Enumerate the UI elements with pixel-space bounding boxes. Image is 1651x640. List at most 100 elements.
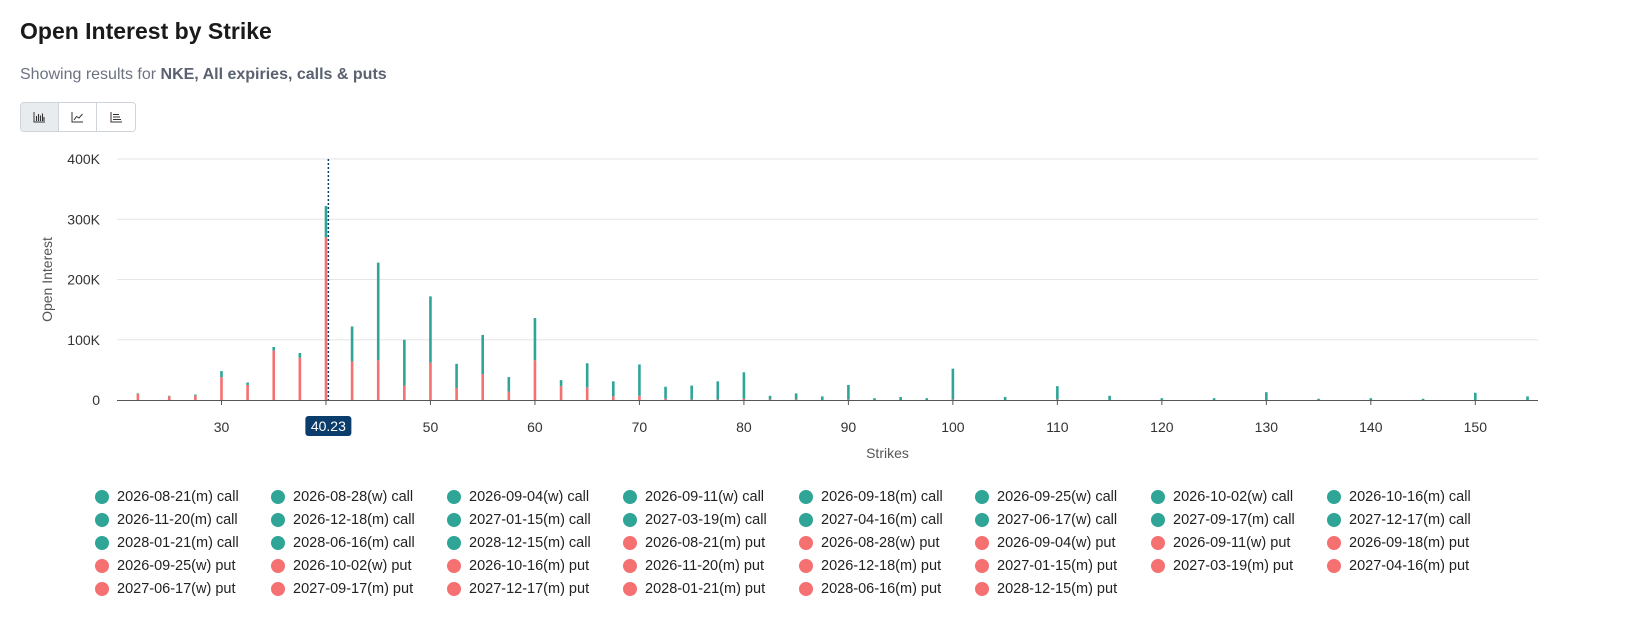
bar-call: [873, 398, 876, 400]
legend-item[interactable]: 2027-12-17(m) call: [1327, 511, 1503, 529]
legend-label: 2027-12-17(m) call: [1349, 512, 1471, 528]
legend-item[interactable]: 2028-01-21(m) put: [623, 580, 799, 598]
legend-item[interactable]: 2027-03-19(m) put: [1151, 557, 1327, 575]
bar-put: [376, 360, 380, 400]
scatter-chart-button[interactable]: [97, 103, 135, 131]
legend-item[interactable]: 2027-01-15(m) put: [975, 557, 1151, 575]
legend-item[interactable]: 2028-06-16(m) call: [271, 534, 447, 552]
legend-marker: [799, 582, 813, 596]
line-chart-button[interactable]: [59, 103, 97, 131]
legend-marker: [271, 559, 285, 573]
legend-item[interactable]: 2027-09-17(m) put: [271, 580, 447, 598]
legend-item[interactable]: 2028-06-16(m) put: [799, 580, 975, 598]
bar-call: [820, 396, 824, 400]
bar-put: [403, 385, 406, 400]
scatter-chart-icon: [110, 112, 122, 123]
current-price-badge: [305, 416, 352, 436]
legend-item[interactable]: 2026-08-28(w) call: [271, 488, 447, 506]
bar-put: [481, 374, 484, 400]
bar-call: [847, 384, 850, 400]
legend-item[interactable]: 2026-10-16(m) call: [1327, 488, 1503, 506]
legend-item[interactable]: 2026-09-18(m) put: [1327, 534, 1503, 552]
y-tick-label: 200K: [67, 272, 100, 288]
legend-label: 2026-08-21(m) put: [645, 535, 766, 551]
legend-label: 2027-01-15(m) put: [997, 558, 1118, 574]
chart-type-toggle: [20, 102, 136, 132]
legend-item[interactable]: 2026-09-25(w) put: [95, 557, 271, 575]
legend-item[interactable]: 2026-12-18(m) call: [271, 511, 447, 529]
legend-item[interactable]: 2027-06-17(w) call: [975, 511, 1151, 529]
legend-marker: [623, 513, 637, 527]
legend-item[interactable]: 2026-09-04(w) call: [447, 488, 623, 506]
legend-item[interactable]: 2026-09-04(w) put: [975, 534, 1151, 552]
legend-item[interactable]: 2027-03-19(m) call: [623, 511, 799, 529]
bar-call: [1003, 396, 1007, 400]
legend-label: 2027-03-19(m) put: [1173, 558, 1294, 574]
x-tick-label: 30: [214, 419, 230, 435]
legend-marker: [1151, 513, 1165, 527]
legend-item[interactable]: 2026-11-20(m) put: [623, 557, 799, 575]
legend-item[interactable]: 2027-01-15(m) call: [447, 511, 623, 529]
bar-chart-button[interactable]: [21, 103, 59, 131]
legend-item[interactable]: 2026-11-20(m) call: [95, 511, 271, 529]
bar-call: [742, 372, 746, 399]
legend-item[interactable]: 2028-01-21(m) call: [95, 534, 271, 552]
legend-marker: [447, 513, 461, 527]
legend-item[interactable]: 2027-04-16(m) call: [799, 511, 975, 529]
legend-item[interactable]: 2026-08-28(w) put: [799, 534, 975, 552]
bar-put: [847, 399, 850, 400]
bar-call: [664, 386, 667, 399]
legend-marker: [95, 582, 109, 596]
bar-call: [638, 364, 641, 396]
legend-item[interactable]: 2026-09-18(m) call: [799, 488, 975, 506]
subtitle-prefix: Showing results for: [20, 66, 157, 83]
legend-item[interactable]: 2026-10-16(m) put: [447, 557, 623, 575]
legend-label: 2026-11-20(m) call: [117, 512, 238, 528]
open-interest-chart: 0100K200K300K400K30405060708090100110120…: [39, 151, 1538, 461]
legend-label: 2026-10-16(m) call: [1349, 489, 1471, 505]
legend-item[interactable]: 2027-06-17(w) put: [95, 580, 271, 598]
legend-label: 2026-10-02(w) put: [293, 558, 412, 574]
x-tick-label: 60: [527, 419, 543, 435]
y-tick-label: 300K: [67, 211, 100, 227]
x-tick-label: 100: [941, 419, 965, 435]
x-tick-label: 130: [1255, 419, 1279, 435]
legend-marker: [799, 559, 813, 573]
legend-marker: [623, 490, 637, 504]
legend-item[interactable]: 2026-09-11(w) put: [1151, 534, 1327, 552]
legend-item[interactable]: 2026-08-21(m) call: [95, 488, 271, 506]
bar-call: [167, 395, 171, 397]
legend-label: 2027-03-19(m) call: [645, 512, 767, 528]
legend-marker: [447, 536, 461, 550]
legend-item[interactable]: 2026-09-11(w) call: [623, 488, 799, 506]
bar-call: [1369, 398, 1373, 400]
legend-label: 2026-09-11(w) put: [1173, 535, 1291, 551]
legend-label: 2028-01-21(m) call: [117, 535, 239, 551]
legend-item[interactable]: 2026-08-21(m) put: [623, 534, 799, 552]
legend-item[interactable]: 2026-09-25(w) call: [975, 488, 1151, 506]
bar-call: [507, 377, 511, 392]
legend-item[interactable]: 2028-12-15(m) put: [975, 580, 1151, 598]
legend-marker: [623, 536, 637, 550]
bar-call: [324, 205, 328, 238]
bar-call: [1212, 398, 1216, 400]
legend-item[interactable]: 2027-04-16(m) put: [1327, 557, 1503, 575]
bar-put: [167, 396, 171, 400]
legend-item[interactable]: 2026-12-18(m) put: [799, 557, 975, 575]
legend-item[interactable]: 2026-10-02(w) put: [271, 557, 447, 575]
current-price-label: 40.23: [311, 418, 346, 434]
legend-item[interactable]: 2027-12-17(m) put: [447, 580, 623, 598]
legend-marker: [799, 513, 813, 527]
legend-marker: [975, 536, 989, 550]
legend-marker: [1151, 490, 1165, 504]
legend-item[interactable]: 2028-12-15(m) call: [447, 534, 623, 552]
legend-item[interactable]: 2027-09-17(m) call: [1151, 511, 1327, 529]
legend-marker: [975, 559, 989, 573]
legend-marker: [1327, 513, 1341, 527]
y-tick-label: 100K: [67, 332, 100, 348]
bar-put: [507, 391, 511, 400]
legend-label: 2027-09-17(m) put: [293, 581, 414, 597]
bar-call: [136, 393, 140, 394]
legend-item[interactable]: 2026-10-02(w) call: [1151, 488, 1327, 506]
bar-put: [246, 384, 249, 400]
